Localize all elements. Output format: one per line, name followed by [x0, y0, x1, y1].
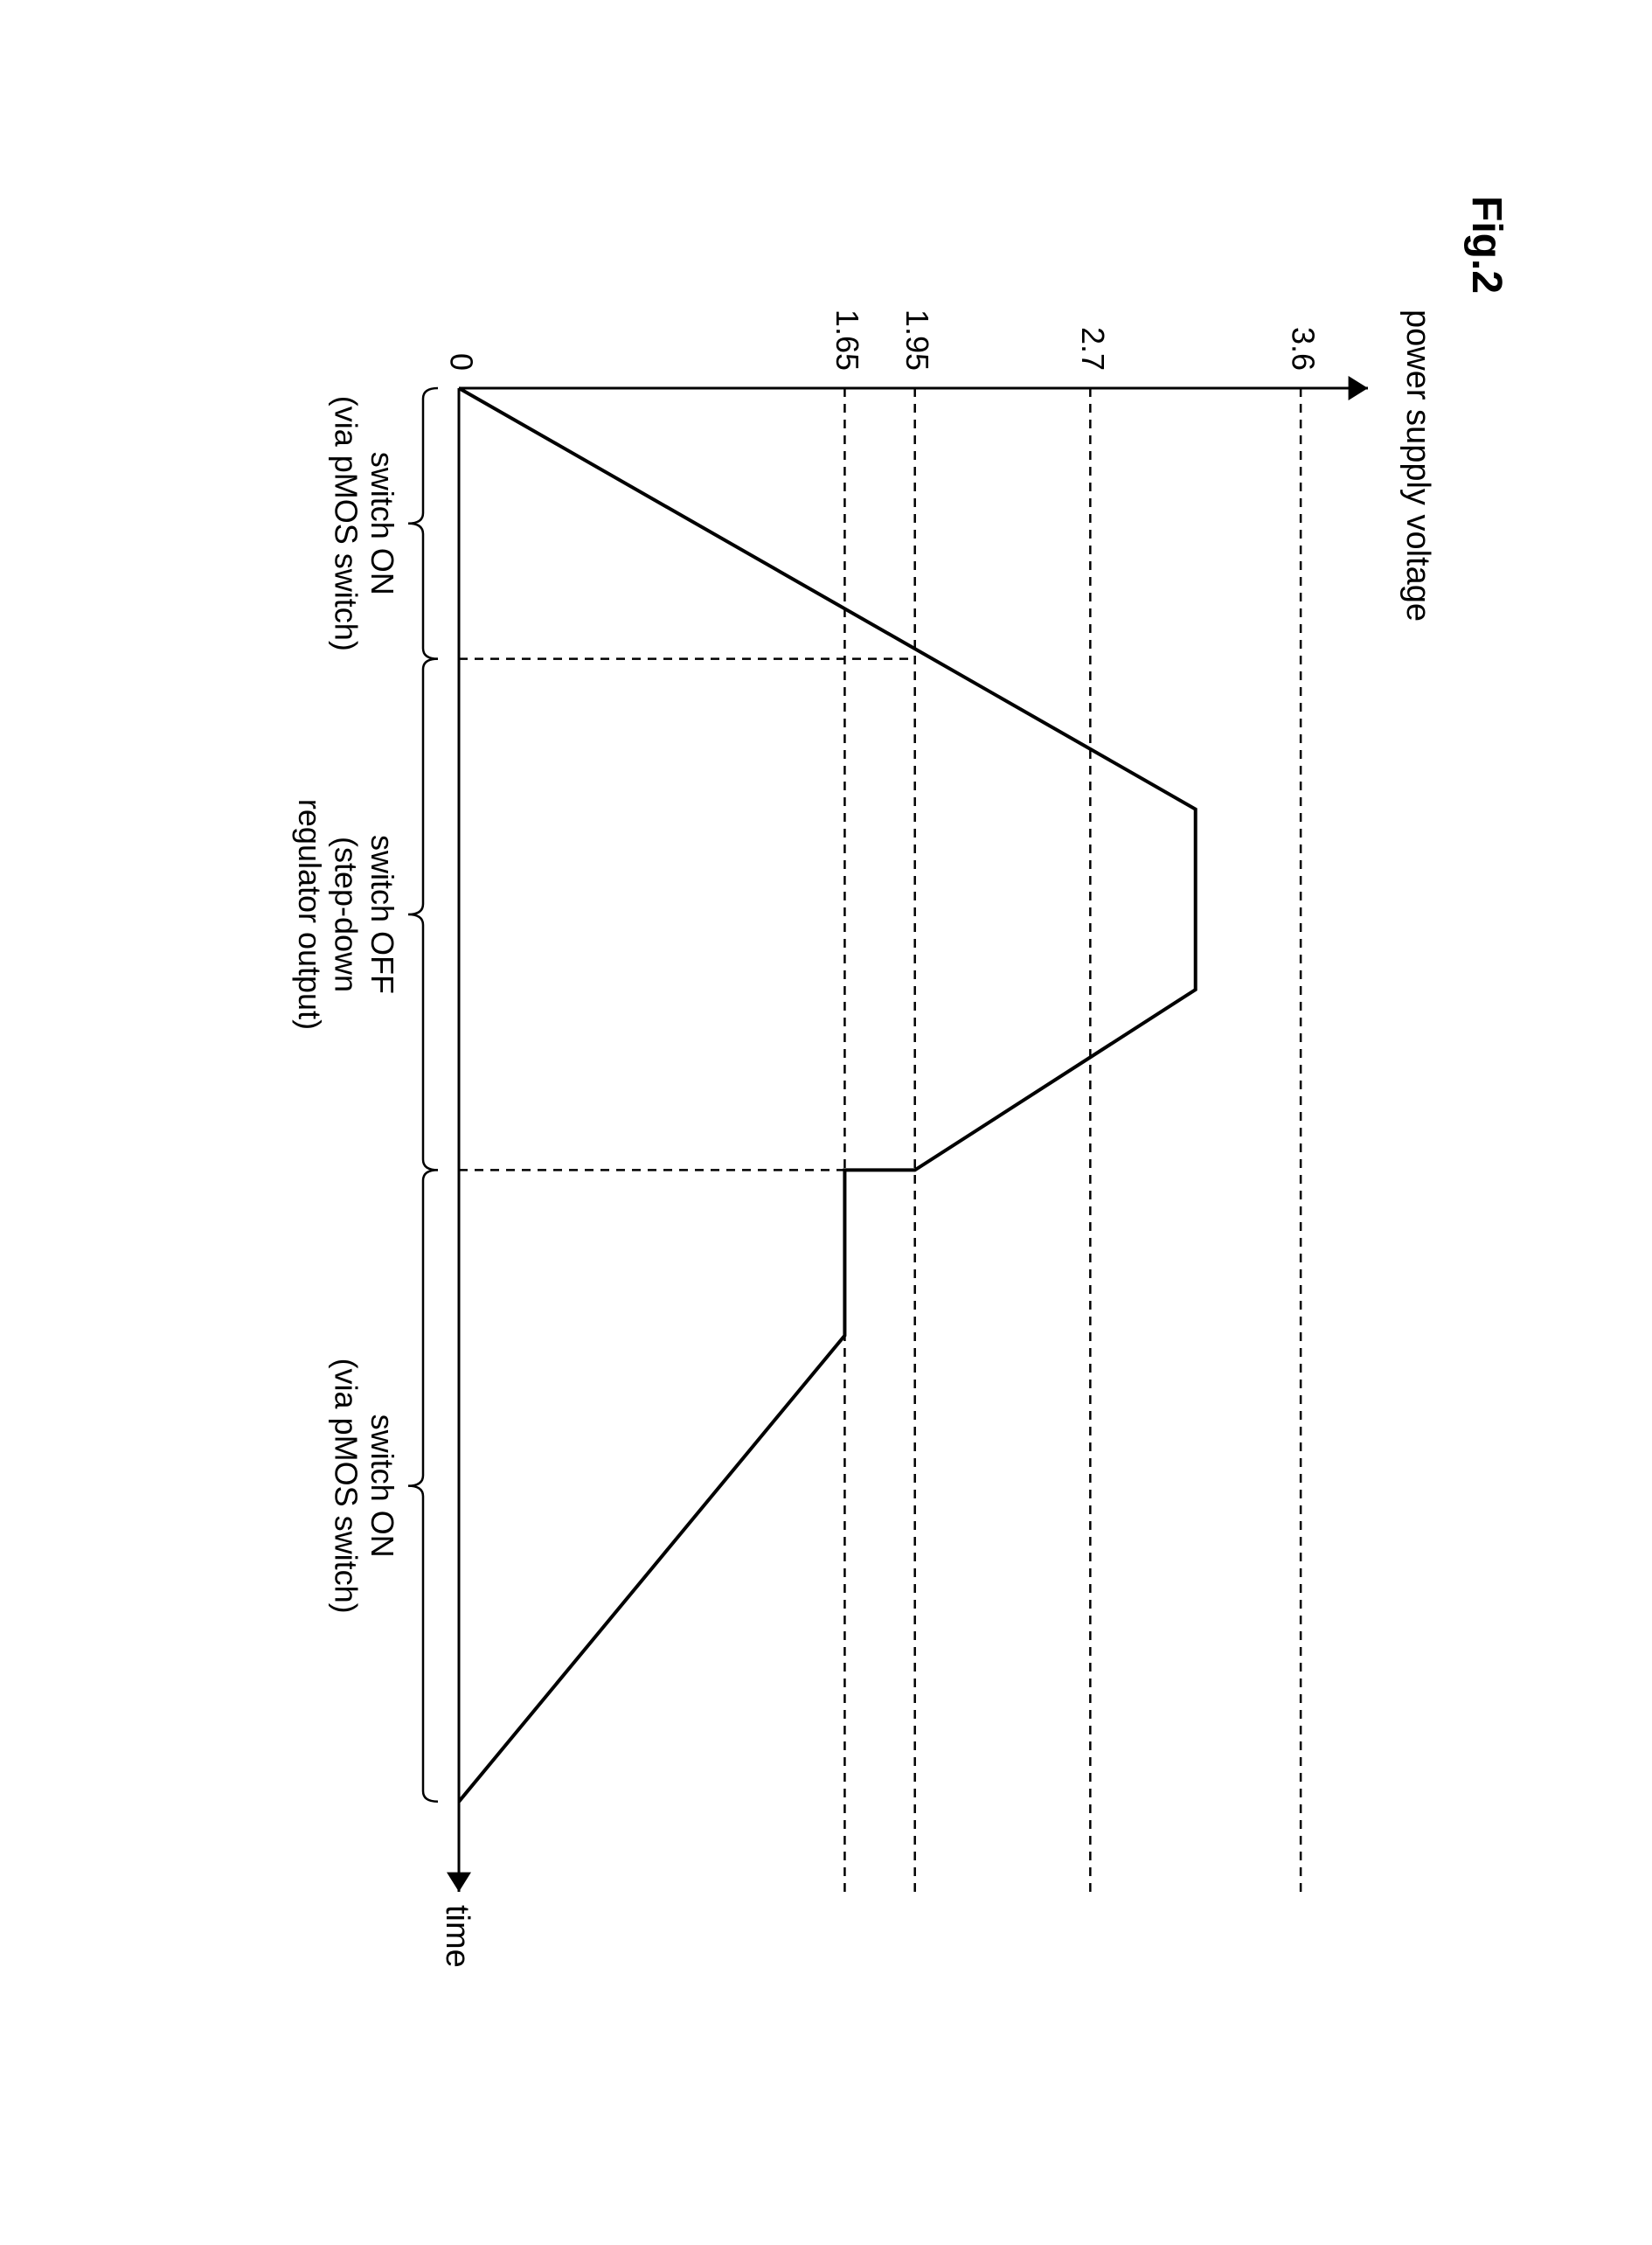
brace-label: (step-down: [329, 837, 364, 992]
brace-label: (via pMOS switch): [329, 1359, 364, 1614]
y-tick-label: 3.6: [1286, 327, 1322, 371]
brace-label: switch ON: [364, 452, 400, 595]
chart-svg: 0 1.65 1.95 2.7 3.6 power supply voltage time s…: [118, 161, 1534, 2084]
y-tick-label: 1.95: [899, 309, 935, 371]
y-tick-label: 1.65: [829, 309, 865, 371]
brace-label: regulator output): [292, 799, 328, 1030]
y-axis-label: power supply voltage: [1399, 309, 1436, 622]
brace-label: (via pMOS switch): [329, 396, 364, 651]
brace-label: switch OFF: [364, 835, 400, 994]
figure-container: 0 1.65 1.95 2.7 3.6 power supply voltage time s…: [118, 161, 1534, 2084]
x-axis-label: time: [439, 1905, 475, 1968]
y-tick-label: 2.7: [1075, 327, 1111, 371]
page: 0 1.65 1.95 2.7 3.6 power supply voltage time s…: [0, 0, 1652, 2245]
brace-label: switch ON: [364, 1414, 400, 1558]
figure-label: Fig.2: [1463, 196, 1510, 294]
y-tick-label: 0: [443, 353, 479, 371]
